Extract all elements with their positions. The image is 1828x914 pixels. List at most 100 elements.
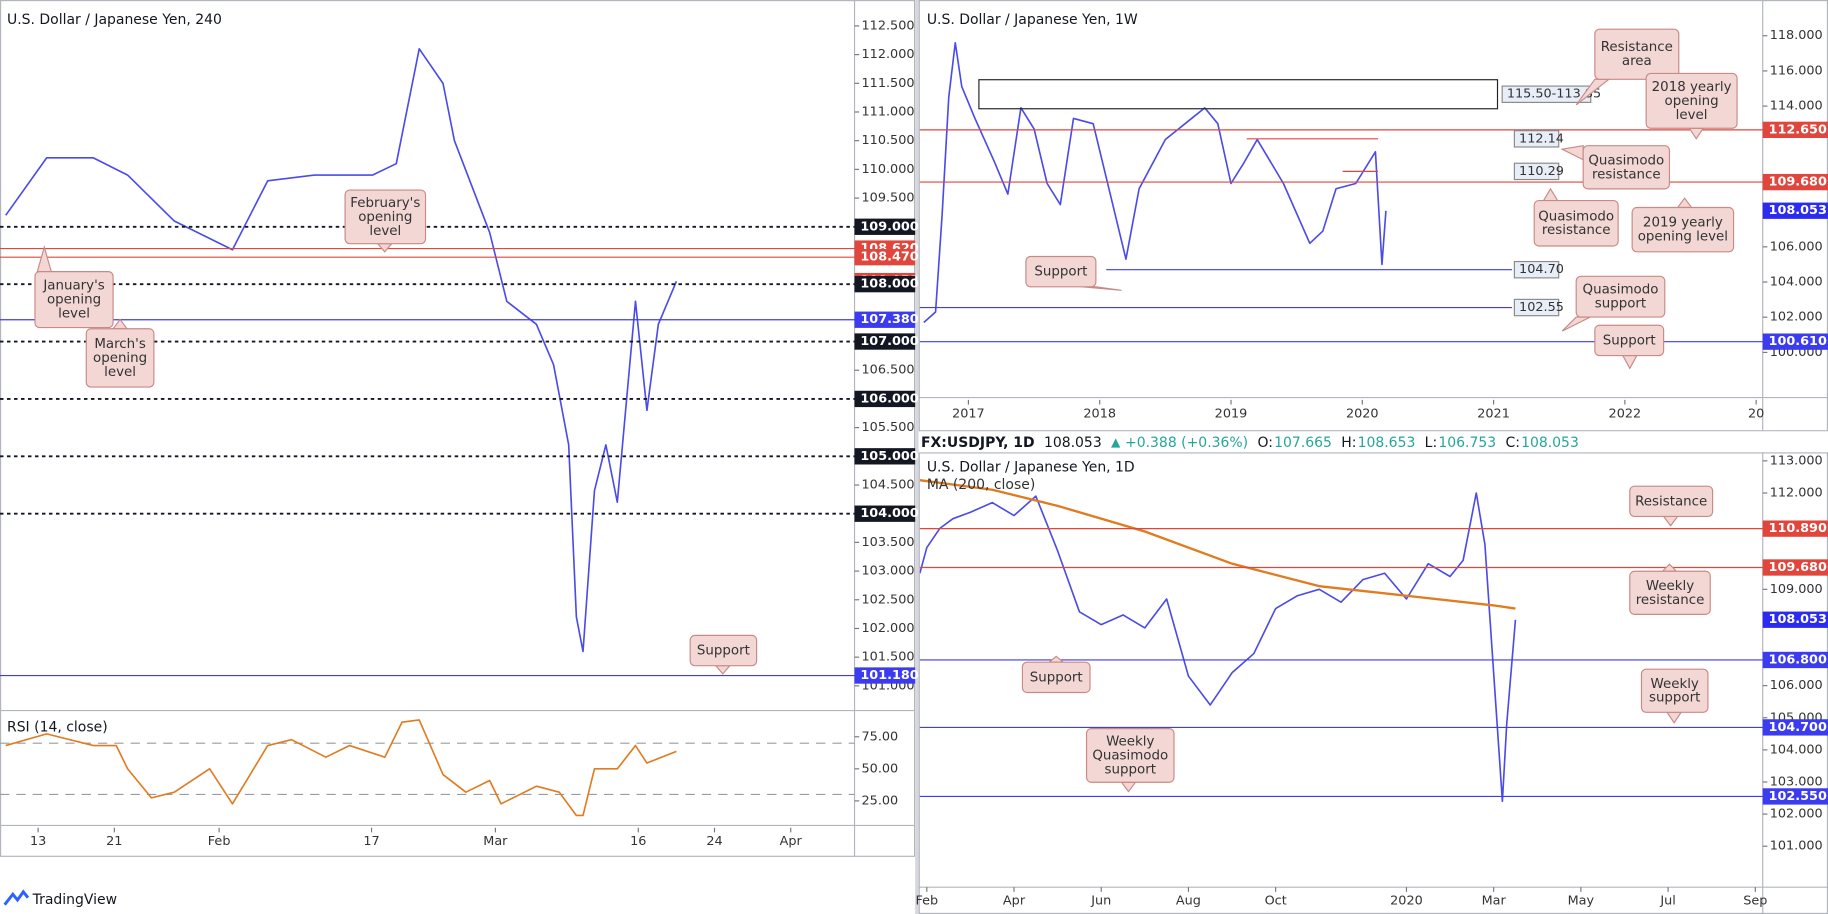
price-tag <box>1762 202 1828 219</box>
y-tick-label: 113.000 <box>1770 453 1823 468</box>
price-tag-label: 100.610 <box>1769 334 1827 349</box>
callout-text: Support <box>1034 265 1087 280</box>
price-tag-label: 109.000 <box>860 219 918 234</box>
ohlc-key: C: <box>1505 435 1519 451</box>
y-tick-label: 112.000 <box>1770 485 1823 500</box>
callout-box <box>1640 668 1709 713</box>
x-tick-label: Aug <box>1176 894 1201 909</box>
price-tag-label: 108.053 <box>1769 612 1827 627</box>
callout-box <box>1025 255 1097 288</box>
x-tick-label: May <box>1568 894 1595 909</box>
callout-box <box>1594 28 1680 80</box>
x-tick-label: Mar <box>1482 894 1507 909</box>
y-tick-label: 118.000 <box>1770 28 1823 43</box>
y-tick-label: 50.00 <box>862 761 899 776</box>
callout-box <box>1594 324 1665 357</box>
price-tag-label: 107.380 <box>860 312 918 327</box>
y-tick-label: 109.000 <box>1770 582 1823 597</box>
panel-frame <box>918 452 1828 914</box>
y-tick-label: 110.000 <box>862 162 915 177</box>
ohlc-value: 106.753 <box>1438 435 1496 451</box>
price-tag-label: 109.680 <box>1769 560 1827 575</box>
x-tick-label: 21 <box>106 834 122 849</box>
up-arrow <box>1111 438 1121 448</box>
x-tick-label: 13 <box>30 834 46 849</box>
callout-box <box>1629 570 1711 615</box>
last-price: 108.053 <box>1044 435 1102 451</box>
price-tag-label: 106.000 <box>860 391 918 406</box>
y-tick-label: 25.00 <box>862 793 899 808</box>
x-tick-label: Sep <box>1743 894 1767 909</box>
price-tag <box>854 667 916 684</box>
callout-text: Quasimodo resistance <box>1588 153 1664 182</box>
callout-box <box>85 328 155 388</box>
y-tick-label: 116.000 <box>1770 63 1823 78</box>
callout-text: 2018 yearly opening level <box>1652 80 1732 123</box>
x-tick-label: 17 <box>363 834 379 849</box>
callout-box <box>1021 661 1091 694</box>
callout-box <box>1575 275 1666 318</box>
callout-box <box>1631 206 1735 253</box>
callout-box <box>689 634 758 667</box>
y-tick-label: 111.500 <box>862 76 915 91</box>
y-tick-label: 102.500 <box>862 592 915 607</box>
price-line <box>5 719 677 817</box>
callout-box <box>1645 72 1738 129</box>
callout-text: February's opening level <box>350 196 420 239</box>
chart-title: U.S. Dollar / Japanese Yen, 1W <box>927 12 1138 28</box>
price-line <box>923 41 1387 324</box>
price-tag-label: 108.470 <box>860 250 918 265</box>
x-tick-label: 2021 <box>1477 406 1510 421</box>
divider <box>915 0 919 914</box>
ohlc-value: 108.653 <box>1358 435 1416 451</box>
callout-box <box>344 189 427 245</box>
price-tag <box>1762 719 1828 736</box>
price-line <box>5 48 678 653</box>
price-tag-label: 108.053 <box>1769 203 1827 218</box>
y-tick-label: 112.500 <box>862 18 915 33</box>
x-tick-label: Apr <box>780 834 803 849</box>
resistance-zone <box>978 79 1499 110</box>
y-tick-label: 102.000 <box>1770 807 1823 822</box>
zone-label-bg <box>1501 85 1592 103</box>
price-tag <box>1762 333 1828 350</box>
y-tick-label: 111.000 <box>862 104 915 119</box>
callout-text: Quasimodo support <box>1583 283 1659 312</box>
plot-area <box>5 48 678 653</box>
x-tick-label: 2019 <box>1215 406 1248 421</box>
y-tick-label: 101.500 <box>862 650 915 665</box>
callout-text: Support <box>697 644 750 659</box>
plot-area <box>923 41 1387 324</box>
price-tag-label: 109.680 <box>1769 175 1827 190</box>
y-tick-label: 102.000 <box>862 621 915 636</box>
price-tag-label: 106.800 <box>1769 652 1827 667</box>
plot-area <box>919 479 1517 803</box>
y-tick-label: 105.500 <box>862 420 915 435</box>
y-tick-label: 101.000 <box>1770 839 1823 854</box>
level-label: 112.14 <box>1519 131 1564 146</box>
price-tag <box>1762 651 1828 669</box>
panel-frame <box>0 0 916 857</box>
y-tick-label: 75.00 <box>862 729 899 744</box>
x-tick-label: Jul <box>1659 894 1675 909</box>
chart-title: U.S. Dollar / Japanese Yen, 1D <box>927 459 1135 475</box>
y-tick-label: 103.000 <box>862 564 915 579</box>
price-tag <box>1762 520 1828 537</box>
callout-text: Weekly resistance <box>1636 579 1705 608</box>
x-tick-label: 16 <box>630 834 646 849</box>
x-tick-label: 2020 <box>1346 406 1379 421</box>
x-tick-label: Feb <box>915 894 938 909</box>
price-tag <box>854 311 916 328</box>
price-tag-label: 104.000 <box>860 506 918 521</box>
callout-text: Resistance area <box>1601 40 1673 69</box>
ohlc-key: L: <box>1425 435 1437 451</box>
callout-text: Quasimodo resistance <box>1538 209 1614 238</box>
x-tick-label: Oct <box>1265 894 1287 909</box>
change: +0.388 (+0.36%) <box>1125 435 1248 451</box>
x-tick-label: 2017 <box>952 406 985 421</box>
callout-box <box>1629 485 1714 518</box>
x-tick-label: Mar <box>483 834 508 849</box>
price-tag-label: 108.000 <box>860 277 918 292</box>
price-tag <box>1762 559 1828 576</box>
